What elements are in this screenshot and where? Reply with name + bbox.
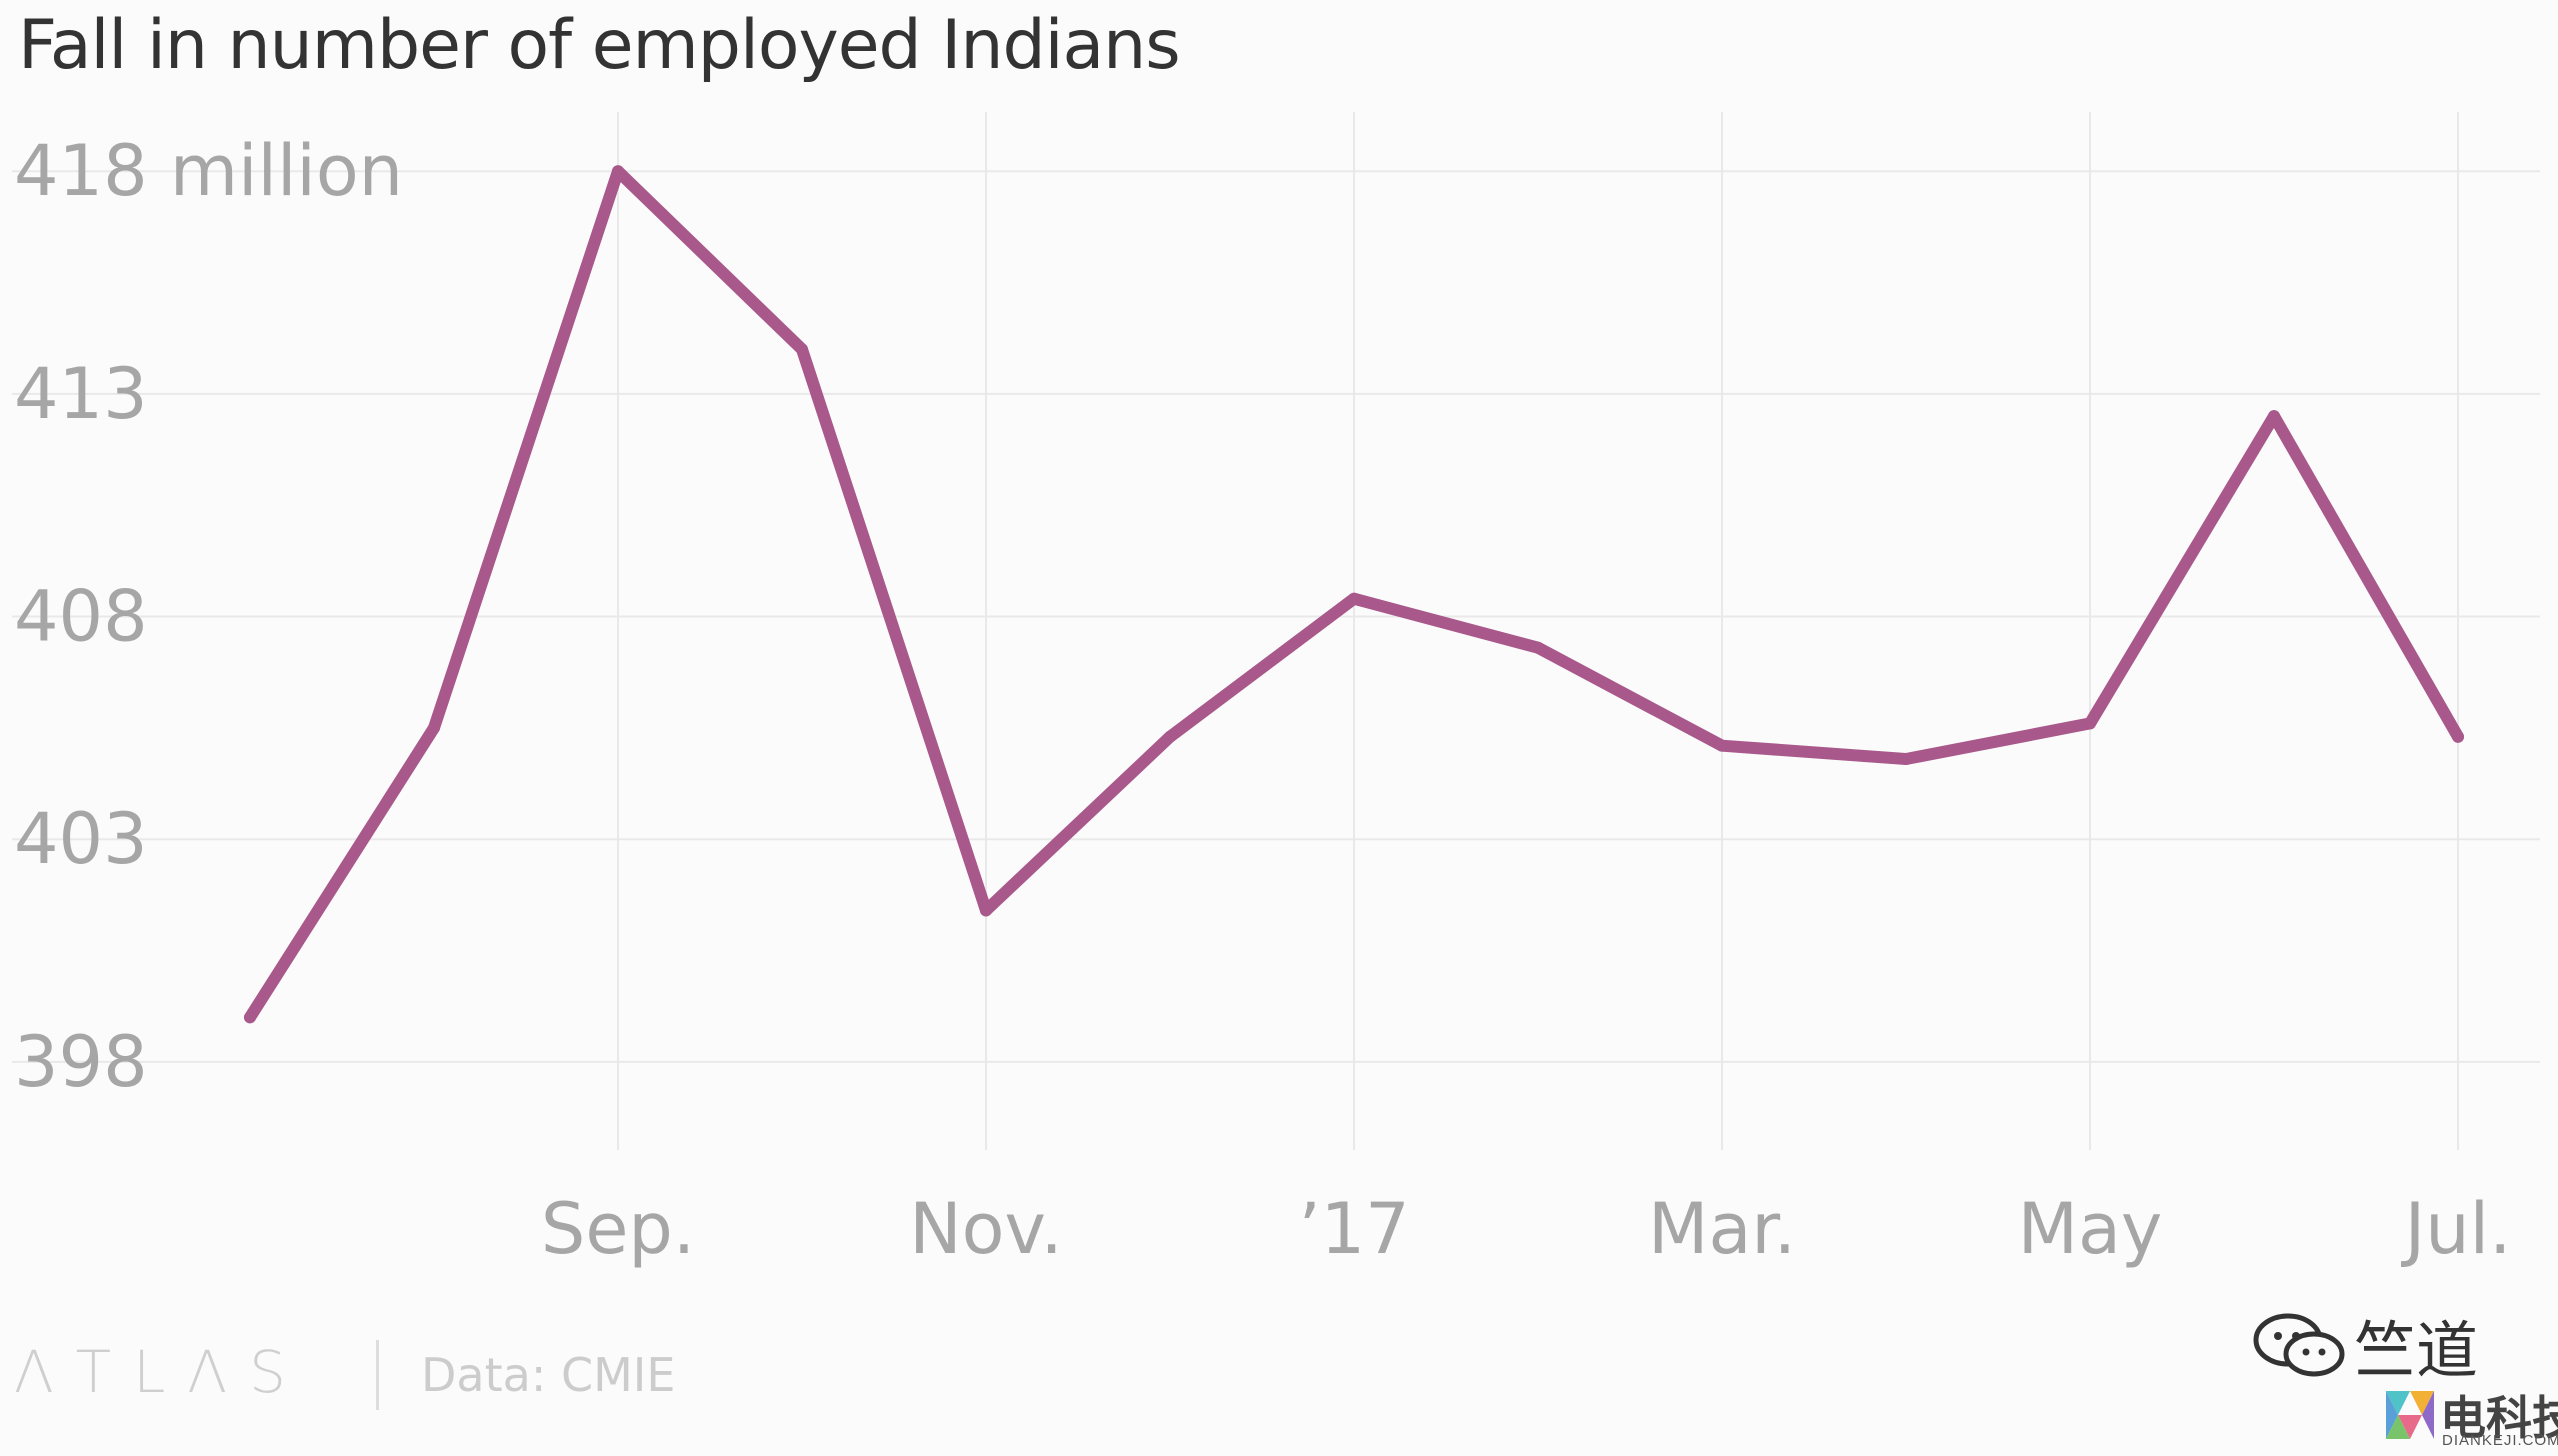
wechat-icon xyxy=(2253,1313,2345,1377)
data-point xyxy=(980,904,992,917)
data-point xyxy=(2452,730,2464,743)
data-point xyxy=(796,343,808,356)
chart-title: Fall in number of employed Indians xyxy=(18,6,1181,85)
y-tick-label: 418 million xyxy=(14,130,403,212)
data-point xyxy=(2084,717,2096,730)
x-tick-label: Mar. xyxy=(1648,1188,1796,1270)
data-point xyxy=(1900,753,1912,766)
y-tick-label: 408 xyxy=(14,576,148,658)
y-tick-label: 413 xyxy=(14,353,148,435)
x-axis-tick-labels: Sep. Nov. ’17 Mar. May Jul. xyxy=(541,1188,2511,1270)
data-point xyxy=(1164,730,1176,743)
y-tick-label: 398 xyxy=(14,1021,148,1103)
wechat-account-name: 竺道 xyxy=(2354,1317,2479,1386)
data-point xyxy=(1532,641,1544,654)
footer-divider xyxy=(376,1340,379,1410)
y-axis-tick-labels: 398 403 408 413 418 million xyxy=(14,130,403,1103)
x-tick-label: Jul. xyxy=(2401,1188,2512,1270)
data-point xyxy=(612,165,624,178)
data-point xyxy=(428,721,440,734)
x-tick-label: May xyxy=(2018,1188,2163,1270)
data-point xyxy=(1716,739,1728,752)
data-point xyxy=(1348,592,1360,605)
series-layer xyxy=(244,165,2464,1024)
grid-lines xyxy=(12,112,2540,1150)
y-tick-label: 403 xyxy=(14,798,148,880)
data-source-label: Data: CMIE xyxy=(421,1348,676,1402)
data-point xyxy=(244,1011,256,1024)
x-tick-label: ’17 xyxy=(1298,1188,1409,1270)
x-tick-label: Nov. xyxy=(909,1188,1062,1270)
atlas-logo: ΛTLΛS xyxy=(14,1338,308,1406)
diankeji-brand-name: 电科技 xyxy=(2440,1392,2558,1444)
diankeji-logo-icon xyxy=(2386,1391,2434,1439)
diankeji-domain: DIANKEJI.COM xyxy=(2442,1432,2558,1449)
data-point xyxy=(2268,410,2280,423)
x-tick-label: Sep. xyxy=(541,1188,695,1270)
